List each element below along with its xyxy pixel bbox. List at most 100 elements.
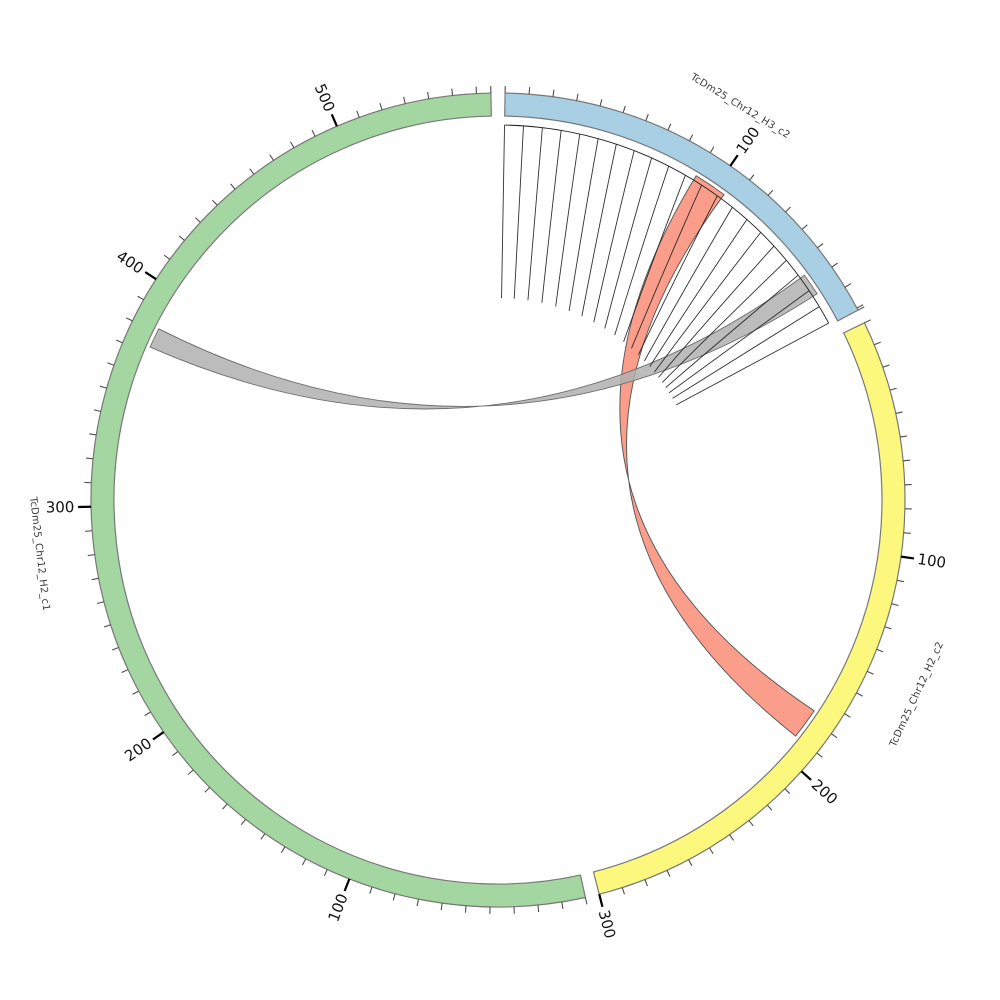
axis-tick-minor: [107, 362, 115, 366]
axis-tick-minor: [172, 750, 179, 757]
axis-tick-minor: [99, 385, 107, 389]
axis-tick-minor: [882, 364, 890, 368]
axis-tick-minor: [748, 820, 754, 827]
axis-tick-minor: [392, 893, 396, 901]
tick-label: 400: [113, 247, 147, 278]
axis-tick-major: [152, 731, 165, 741]
axis-tick-minor: [230, 183, 236, 190]
axis-tick-major: [144, 271, 157, 281]
axis-tick-minor: [708, 847, 714, 855]
fan-link-line: [631, 184, 702, 349]
fan-link-line: [604, 157, 653, 329]
axis-tick-minor: [89, 433, 97, 436]
tick-label: 200: [121, 734, 155, 765]
ribbon-links-layer: [149, 175, 818, 737]
axis-tick-minor: [85, 530, 93, 532]
axis-tick-minor: [528, 87, 531, 95]
fan-link-line: [649, 219, 748, 367]
axis-tick-minor: [801, 224, 808, 230]
axis-tick-minor: [222, 803, 228, 810]
axis-tick-minor: [137, 295, 144, 301]
axis-tick-minor: [666, 870, 671, 877]
axis-tick-minor: [622, 105, 626, 113]
axis-tick-minor: [903, 459, 911, 462]
axis-tick-minor: [212, 199, 218, 206]
axis-tick-minor: [552, 89, 555, 97]
axis-tick-minor: [86, 457, 94, 460]
axis-tick-minor: [891, 603, 899, 607]
axis-tick-minor: [194, 217, 201, 223]
tick-label: 200: [808, 776, 841, 809]
labels-layer: 100 100 200 300 100 200 300 400 500 TcDm25_Chr12_…: [27, 71, 947, 940]
tick-label: 100: [324, 891, 351, 924]
axis-tick-minor: [785, 206, 791, 213]
fan-link-line: [568, 138, 599, 312]
axis-tick-minor: [464, 905, 467, 913]
axis-tick-minor: [249, 168, 255, 175]
axis-tick-minor: [874, 341, 881, 346]
axis-tick-major: [800, 770, 812, 781]
axis-tick-minor: [403, 96, 406, 104]
axis-tick-minor: [816, 752, 823, 758]
fan-link-line: [593, 150, 635, 323]
axis-tick-minor: [817, 243, 824, 249]
axis-tick-minor: [830, 733, 838, 739]
axis-ticks-layer: [78, 86, 915, 914]
sector-bands-layer: [90, 92, 906, 908]
fan-link-line: [501, 125, 505, 299]
axis-tick-minor: [91, 577, 99, 581]
fan-link-line: [581, 144, 617, 317]
axis-tick-minor: [416, 899, 419, 907]
sector-band-TcDm25_Chr12_H2_c1: [90, 92, 587, 908]
sector-label: TcDm25_Chr12_H2_c2: [888, 640, 947, 749]
axis-tick-minor: [645, 114, 649, 121]
axis-tick-minor: [125, 317, 133, 322]
axis-tick-minor: [451, 88, 454, 96]
axis-tick-minor: [537, 904, 540, 913]
axis-tick-major: [598, 893, 604, 908]
axis-tick-minor: [87, 554, 95, 557]
axis-tick-minor: [369, 886, 373, 894]
axis-tick-minor: [667, 123, 672, 131]
axis-tick-minor: [831, 262, 838, 268]
axis-tick-minor: [856, 692, 863, 697]
fan-baseline-arc: [504, 124, 830, 324]
fan-link-line: [658, 245, 775, 378]
axis-tick-minor: [856, 304, 864, 309]
axis-tick-minor: [864, 319, 871, 324]
axis-tick-minor: [844, 283, 852, 288]
tick-label: 100: [916, 550, 947, 572]
axis-tick-minor: [379, 103, 383, 111]
gray-ribbon: [149, 274, 818, 410]
axis-tick-minor: [187, 769, 194, 775]
axis-tick-minor: [260, 833, 266, 840]
axis-tick-minor: [857, 306, 865, 311]
red-ribbon: [619, 175, 815, 737]
axis-tick-minor: [766, 804, 773, 811]
axis-tick-minor: [903, 532, 911, 534]
axis-tick-minor: [269, 154, 275, 161]
fan-link-line: [661, 259, 787, 383]
axis-tick-minor: [280, 846, 286, 854]
axis-tick-minor: [302, 858, 307, 866]
axis-tick-minor: [311, 129, 316, 137]
axis-tick-minor: [844, 713, 851, 718]
fan-link-line: [644, 207, 733, 362]
fan-link-line: [665, 274, 799, 388]
tick-label: 300: [595, 908, 620, 940]
axis-tick-minor: [900, 435, 908, 438]
axis-tick-minor: [709, 146, 715, 154]
axis-tick-minor: [427, 91, 430, 100]
axis-tick-minor: [121, 669, 129, 673]
fan-link-line: [623, 175, 686, 342]
axis-tick-major: [729, 154, 739, 167]
fan-link-line: [668, 290, 810, 394]
axis-tick-minor: [440, 903, 443, 911]
axis-tick-minor: [115, 339, 123, 344]
axis-tick-minor: [876, 648, 884, 653]
sector-band-TcDm25_Chr12_H2_c2: [592, 322, 906, 895]
axis-tick-minor: [561, 901, 564, 909]
fan-link-line: [672, 306, 820, 399]
